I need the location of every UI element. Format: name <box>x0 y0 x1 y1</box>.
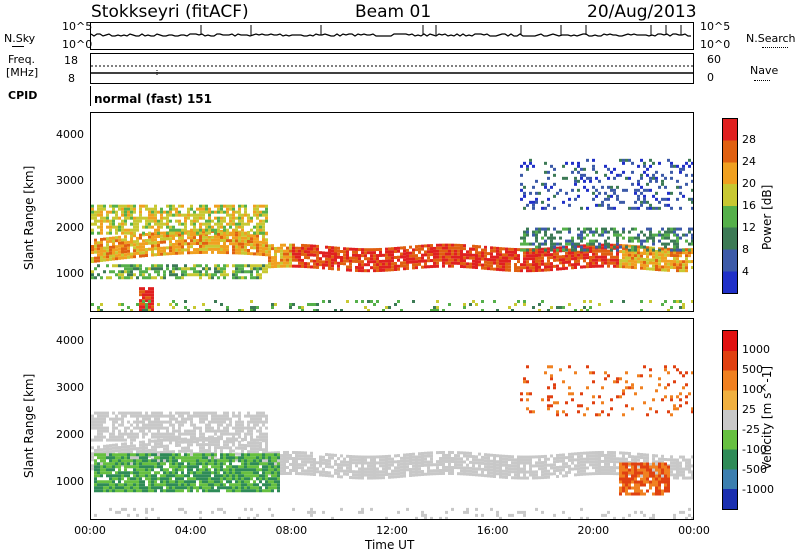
velCb-tick-6: -500 <box>742 463 767 476</box>
nsearch-label: N.Search <box>746 32 796 45</box>
noise-tick-top-right: 10^5 <box>700 20 731 33</box>
power-ytick-1: 3000 <box>56 174 84 188</box>
noise-tick-bottom-left: 10^0 <box>62 38 93 51</box>
noise-panel <box>90 22 694 50</box>
date-title: 20/Aug/2013 <box>587 2 697 22</box>
cpid-value: normal (fast) 151 <box>94 92 212 106</box>
xtick-4: 16:00 <box>476 524 509 537</box>
power-ylabel: Slant Range [km] <box>22 165 36 270</box>
velCb-tick-0: 1000 <box>742 343 770 356</box>
nave-label: Nave <box>750 64 779 77</box>
power-ytick-0: 4000 <box>56 128 84 142</box>
power-colorbar <box>722 118 738 294</box>
freq-trace <box>91 65 693 76</box>
powerCb-tick-1: 24 <box>742 155 756 168</box>
nave-tick-top: 60 <box>707 53 721 66</box>
xtick-0: 00:00 <box>74 524 106 537</box>
velocity-ytick-0: 4000 <box>56 334 84 348</box>
velCb-tick-7: -1000 <box>742 483 774 496</box>
freq-tick-top: 18 <box>64 54 78 67</box>
powerCb-tick-2: 20 <box>742 177 756 190</box>
noise-tick-bottom-right: 10^0 <box>700 38 731 51</box>
power-heatmap <box>91 158 693 311</box>
velCb-tick-2: 100 <box>742 383 763 396</box>
power-panel <box>90 112 694 312</box>
velocity-ytick-3: 1000 <box>56 474 84 488</box>
powerCb-tick-6: 4 <box>742 265 749 278</box>
xtick-6: 00:00 <box>678 524 710 537</box>
xtick-2: 08:00 <box>275 524 308 537</box>
xtick-1: 04:00 <box>174 524 207 537</box>
xtick-3: 12:00 <box>376 524 408 537</box>
freq-panel <box>90 53 694 84</box>
cpid-label: CPID <box>8 89 38 102</box>
nave-tick-bottom: 0 <box>707 71 714 84</box>
velCb-tick-5: -100 <box>742 443 767 456</box>
noise-tick-top-left: 10^5 <box>62 20 93 33</box>
freq-unit: [MHz] <box>6 66 39 79</box>
powerCb-tick-5: 8 <box>742 243 749 256</box>
xaxis-label: Time UT <box>365 538 415 552</box>
beam-title: Beam 01 <box>355 2 432 22</box>
velocity-ytick-1: 3000 <box>56 381 84 395</box>
velCb-tick-1: 500 <box>742 363 763 376</box>
station-title: Stokkseyri (fitACF) <box>91 2 249 22</box>
velocity-heatmap <box>91 365 693 519</box>
freq-label: Freq. <box>8 53 36 66</box>
velocity-panel <box>90 318 694 520</box>
velCb-tick-3: 25 <box>742 403 756 416</box>
velocity-colorbar <box>722 330 738 510</box>
velCb-tick-4: -25 <box>742 423 760 436</box>
power-colorbar-label: Power [dB] <box>760 184 774 250</box>
freq-tick-bottom: 8 <box>68 72 75 85</box>
powerCb-tick-3: 16 <box>742 199 756 212</box>
velocity-ytick-2: 2000 <box>56 427 84 441</box>
noise-trace <box>91 25 691 37</box>
power-ytick-2: 2000 <box>56 220 84 234</box>
power-ytick-3: 1000 <box>56 267 84 281</box>
velocity-ylabel: Slant Range [km] <box>22 373 36 478</box>
powerCb-tick-4: 12 <box>742 221 756 234</box>
nsky-label: N.Sky <box>4 32 36 45</box>
powerCb-tick-0: 28 <box>742 133 756 146</box>
xtick-5: 20:00 <box>577 524 610 537</box>
velocity-colorbar-label: Velocity [m s^-1] <box>760 365 774 470</box>
